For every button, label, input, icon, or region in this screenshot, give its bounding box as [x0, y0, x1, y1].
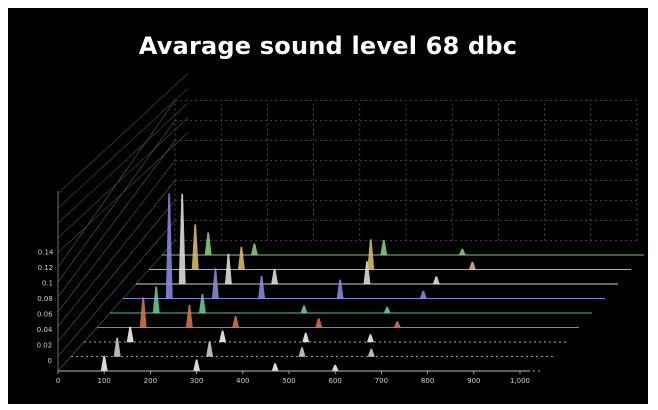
grid-line: [57, 87, 189, 209]
spectrum-peak: [366, 334, 374, 343]
floor-layer: [58, 254, 644, 372]
spectrum-peak: [165, 193, 173, 299]
spectrum-peak: [193, 359, 201, 372]
spectrum-peak: [271, 268, 279, 285]
spectrum-peak: [219, 330, 227, 343]
spectrum-peak: [367, 239, 375, 270]
grid-layer: [57, 73, 638, 372]
grid-line: [57, 240, 176, 372]
spectrum-peak: [250, 243, 258, 256]
spectrum-peak: [100, 355, 108, 372]
grid-line: [57, 140, 176, 298]
y-tick-label: 0.1: [42, 280, 53, 288]
chart-frame: Avarage sound level 68 dbc 0 100 200 300 400…: [8, 8, 648, 404]
spectrum-peak: [198, 294, 206, 314]
grid-line: [57, 160, 176, 312]
spectrum-peak: [191, 224, 199, 270]
x-tick-label: 300: [190, 377, 203, 385]
spectrum-peak: [232, 316, 240, 328]
spectrum-peak: [315, 318, 323, 328]
x-tick-label: 800: [421, 377, 434, 385]
grid-line: [57, 200, 176, 342]
axis-layer: 0 100 200 300 400 500 600 700 800 900 1,000 0 0.02 0.…: [37, 191, 530, 385]
y-tick-label: 0.02: [37, 342, 53, 350]
series-layer: [100, 193, 476, 372]
spectrum-peak: [367, 348, 375, 357]
x-tick-label: 600: [329, 377, 342, 385]
spectrum-peak: [302, 332, 310, 343]
spectrum-peak: [258, 275, 266, 299]
spectrum-peak: [458, 248, 466, 256]
spectrum-peak: [152, 286, 160, 314]
spectrum-peak: [113, 337, 121, 357]
spectrum-peak: [224, 253, 232, 285]
x-tick-label: 700: [375, 377, 388, 385]
spectrum-peak: [380, 239, 388, 256]
spectrum-peak: [393, 321, 401, 328]
grid-line: [57, 117, 189, 239]
x-tick-label: 500: [282, 377, 295, 385]
grid-line: [57, 73, 189, 194]
grid-line: [57, 132, 189, 253]
y-tick-label: 0.12: [38, 264, 54, 272]
y-tick-label: 0.08: [37, 295, 53, 303]
x-tick-label: 100: [98, 377, 111, 385]
y-tick-label: 0.06: [37, 311, 53, 319]
x-tick-label: 0: [56, 377, 60, 385]
spectrum-peak: [206, 341, 214, 357]
spectrum-peak: [432, 276, 440, 285]
spectrum-peak: [383, 306, 391, 314]
spectrum-peak: [211, 268, 219, 299]
spectrum-waterfall-chart: 0 100 200 300 400 500 600 700 800 900 1,000 0 0.02 0.…: [37, 73, 644, 385]
spectrum-peak: [419, 290, 427, 299]
spectrum-peak: [204, 232, 212, 256]
chart-title: Avarage sound level 68 dbc: [138, 32, 518, 60]
grid-line: [57, 102, 189, 224]
grid-line: [57, 180, 176, 327]
spectrum-peak: [271, 363, 279, 372]
spectrum-peak: [336, 279, 344, 299]
y-tick-label: 0: [48, 357, 52, 365]
y-tick-label: 0.04: [37, 326, 53, 334]
grid-line: [57, 220, 176, 357]
spectrum-peak: [237, 246, 245, 270]
grid-line: [57, 120, 176, 283]
spectrum-peak: [185, 304, 193, 328]
spectrum-peak: [331, 364, 339, 372]
x-tick-label: 200: [144, 377, 157, 385]
spectrum-peak: [126, 326, 134, 343]
spectrum-peak: [178, 193, 186, 285]
spectrum-peak: [298, 347, 306, 357]
spectrum-peak: [468, 261, 476, 270]
y-tick-label: 0.14: [38, 249, 54, 257]
spectrum-peak: [139, 297, 147, 328]
x-tick-label: 400: [236, 377, 249, 385]
spectrum-peak: [363, 261, 371, 285]
spectrum-peak: [300, 305, 308, 314]
x-tick-label: 900: [467, 377, 480, 385]
x-tick-label: 1,000: [510, 377, 530, 385]
